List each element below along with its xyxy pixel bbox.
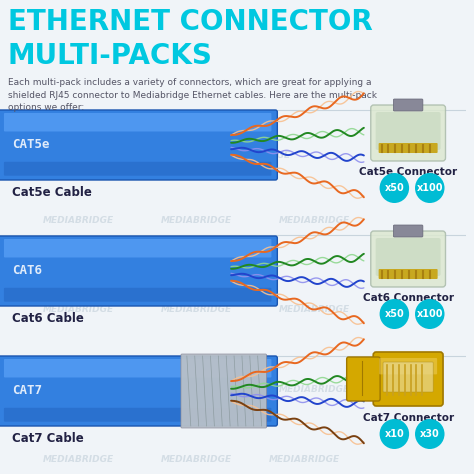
Text: MULTI-PACKS: MULTI-PACKS bbox=[8, 42, 213, 70]
Circle shape bbox=[415, 173, 445, 203]
Circle shape bbox=[380, 299, 409, 329]
Text: MEDIABRIDGE: MEDIABRIDGE bbox=[279, 216, 350, 225]
Text: x10: x10 bbox=[384, 429, 404, 439]
FancyBboxPatch shape bbox=[346, 357, 380, 401]
Text: Each multi-pack includes a variety of connectors, which are great for applying a: Each multi-pack includes a variety of co… bbox=[8, 78, 377, 112]
FancyBboxPatch shape bbox=[4, 162, 272, 176]
Text: Cat7 Connector: Cat7 Connector bbox=[363, 413, 454, 423]
FancyBboxPatch shape bbox=[0, 356, 277, 426]
FancyBboxPatch shape bbox=[371, 105, 446, 161]
FancyBboxPatch shape bbox=[393, 99, 423, 111]
Text: Cat5e Cable: Cat5e Cable bbox=[12, 186, 91, 199]
FancyBboxPatch shape bbox=[383, 362, 433, 392]
FancyBboxPatch shape bbox=[376, 238, 440, 276]
Text: MEDIABRIDGE: MEDIABRIDGE bbox=[92, 151, 164, 159]
Text: x100: x100 bbox=[417, 183, 443, 193]
Text: MEDIABRIDGE: MEDIABRIDGE bbox=[269, 456, 340, 465]
Text: Cat5e Connector: Cat5e Connector bbox=[359, 167, 457, 177]
FancyBboxPatch shape bbox=[4, 113, 272, 131]
Text: MEDIABRIDGE: MEDIABRIDGE bbox=[43, 216, 114, 225]
Circle shape bbox=[415, 419, 445, 449]
FancyBboxPatch shape bbox=[181, 354, 266, 428]
Text: MEDIABRIDGE: MEDIABRIDGE bbox=[220, 151, 291, 159]
Text: MEDIABRIDGE: MEDIABRIDGE bbox=[279, 306, 350, 315]
Text: x30: x30 bbox=[420, 429, 440, 439]
Text: MEDIABRIDGE: MEDIABRIDGE bbox=[43, 306, 114, 315]
FancyBboxPatch shape bbox=[373, 352, 443, 406]
Circle shape bbox=[415, 299, 445, 329]
FancyBboxPatch shape bbox=[4, 359, 272, 377]
FancyBboxPatch shape bbox=[371, 231, 446, 287]
Text: ETHERNET CONNECTOR: ETHERNET CONNECTOR bbox=[8, 8, 373, 36]
FancyBboxPatch shape bbox=[379, 358, 437, 374]
Text: MEDIABRIDGE: MEDIABRIDGE bbox=[43, 385, 114, 394]
FancyBboxPatch shape bbox=[379, 143, 438, 153]
Text: MEDIABRIDGE: MEDIABRIDGE bbox=[43, 456, 114, 465]
FancyBboxPatch shape bbox=[379, 269, 438, 279]
FancyBboxPatch shape bbox=[393, 225, 423, 237]
Text: Cat6 Connector: Cat6 Connector bbox=[363, 293, 454, 303]
Text: x50: x50 bbox=[384, 183, 404, 193]
Text: MEDIABRIDGE: MEDIABRIDGE bbox=[161, 306, 232, 315]
FancyBboxPatch shape bbox=[4, 408, 272, 422]
Text: MEDIABRIDGE: MEDIABRIDGE bbox=[161, 456, 232, 465]
Text: MEDIABRIDGE: MEDIABRIDGE bbox=[161, 385, 232, 394]
Text: Cat6 Cable: Cat6 Cable bbox=[12, 312, 84, 325]
Text: x50: x50 bbox=[384, 309, 404, 319]
FancyBboxPatch shape bbox=[0, 236, 277, 306]
Text: Cat7 Cable: Cat7 Cable bbox=[12, 432, 83, 445]
Text: MEDIABRIDGE: MEDIABRIDGE bbox=[161, 216, 232, 225]
Text: CAT5e: CAT5e bbox=[12, 138, 49, 152]
FancyBboxPatch shape bbox=[4, 239, 272, 257]
Text: MEDIABRIDGE: MEDIABRIDGE bbox=[279, 385, 350, 394]
FancyBboxPatch shape bbox=[4, 288, 272, 301]
Text: CAT6: CAT6 bbox=[12, 264, 42, 277]
Circle shape bbox=[380, 419, 409, 449]
Text: CAT7: CAT7 bbox=[12, 384, 42, 398]
Circle shape bbox=[380, 173, 409, 203]
Text: x100: x100 bbox=[417, 309, 443, 319]
FancyBboxPatch shape bbox=[0, 110, 277, 180]
FancyBboxPatch shape bbox=[376, 112, 440, 150]
